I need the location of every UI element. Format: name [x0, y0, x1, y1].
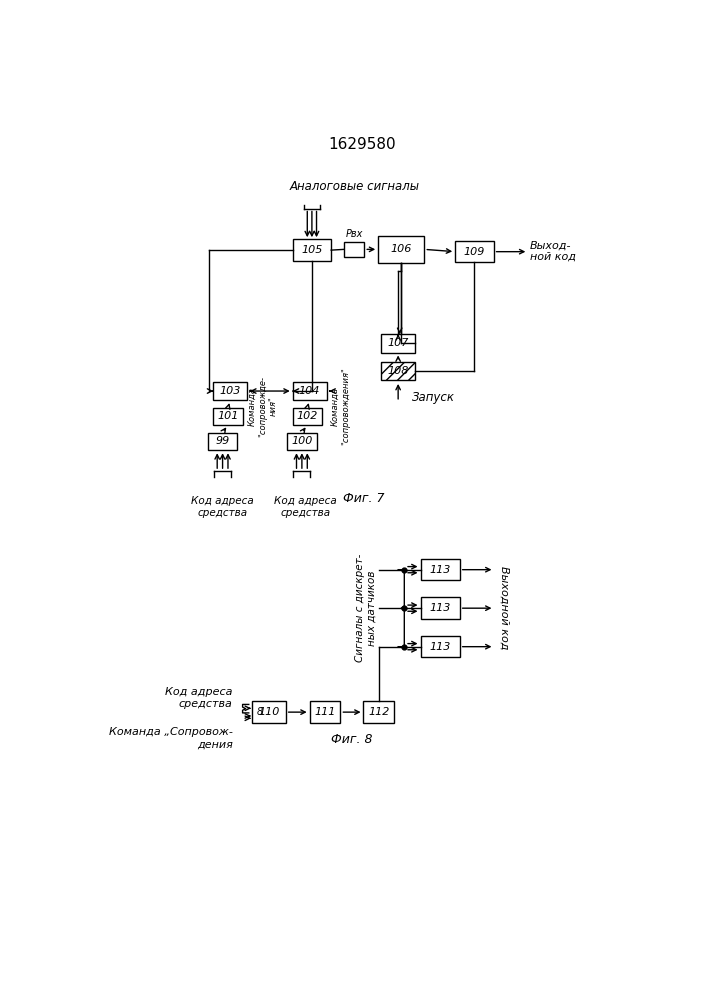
Bar [293, 408, 322, 425]
Text: Команда
"сопровождения": Команда "сопровождения" [331, 368, 350, 445]
Bar [381, 334, 415, 353]
Text: Запуск: Запуск [412, 391, 455, 404]
Text: 113: 113 [430, 642, 451, 652]
Bar [378, 235, 424, 263]
Bar [287, 433, 317, 450]
Bar [310, 701, 340, 723]
Text: 1629580: 1629580 [328, 137, 396, 152]
Bar [252, 701, 286, 723]
Text: ной код: ной код [530, 252, 575, 262]
Bar [293, 239, 331, 261]
Text: Рвх: Рвх [346, 229, 363, 239]
Text: 101: 101 [217, 411, 239, 421]
Bar [214, 408, 243, 425]
Bar [344, 242, 364, 257]
Text: 102: 102 [297, 411, 318, 421]
Text: 108: 108 [387, 366, 409, 376]
Text: Выходной код: Выходной код [499, 566, 510, 650]
Bar [381, 362, 415, 380]
Text: 110: 110 [258, 707, 279, 717]
Text: Код адреса
средства: Код адреса средства [191, 496, 254, 518]
Text: 106: 106 [390, 244, 412, 254]
Text: Фиг. 8: Фиг. 8 [331, 733, 373, 746]
Text: Сигналы с дискрет-
ных датчиков: Сигналы с дискрет- ных датчиков [355, 554, 377, 662]
Bar [455, 241, 493, 262]
Bar [293, 382, 327, 400]
Bar [214, 382, 247, 400]
Text: 8: 8 [257, 707, 263, 717]
Bar [363, 701, 395, 723]
Bar [381, 362, 415, 380]
Text: Команда „Сопровож-
дения: Команда „Сопровож- дения [109, 727, 233, 750]
Text: 111: 111 [315, 707, 336, 717]
Text: 104: 104 [299, 386, 320, 396]
Text: Фиг. 7: Фиг. 7 [343, 492, 384, 505]
Text: 113: 113 [430, 603, 451, 613]
Bar [421, 636, 460, 657]
Text: Код адреса
средства: Код адреса средства [274, 496, 337, 518]
Text: 107: 107 [387, 338, 409, 348]
Text: 100: 100 [291, 436, 312, 446]
Text: Код адреса
средства: Код адреса средства [165, 687, 233, 709]
Bar [208, 433, 238, 450]
Text: Аналоговые сигналы: Аналоговые сигналы [289, 180, 419, 193]
Bar [421, 559, 460, 580]
Text: 103: 103 [220, 386, 241, 396]
Text: 99: 99 [216, 436, 230, 446]
Text: 109: 109 [464, 247, 485, 257]
Text: 112: 112 [368, 707, 390, 717]
Text: Команда
"сопровожде-
ния": Команда "сопровожде- ния" [247, 376, 278, 437]
Text: 113: 113 [430, 565, 451, 575]
Text: 105: 105 [301, 245, 322, 255]
Bar [421, 597, 460, 619]
Text: Выход-: Выход- [530, 241, 571, 251]
